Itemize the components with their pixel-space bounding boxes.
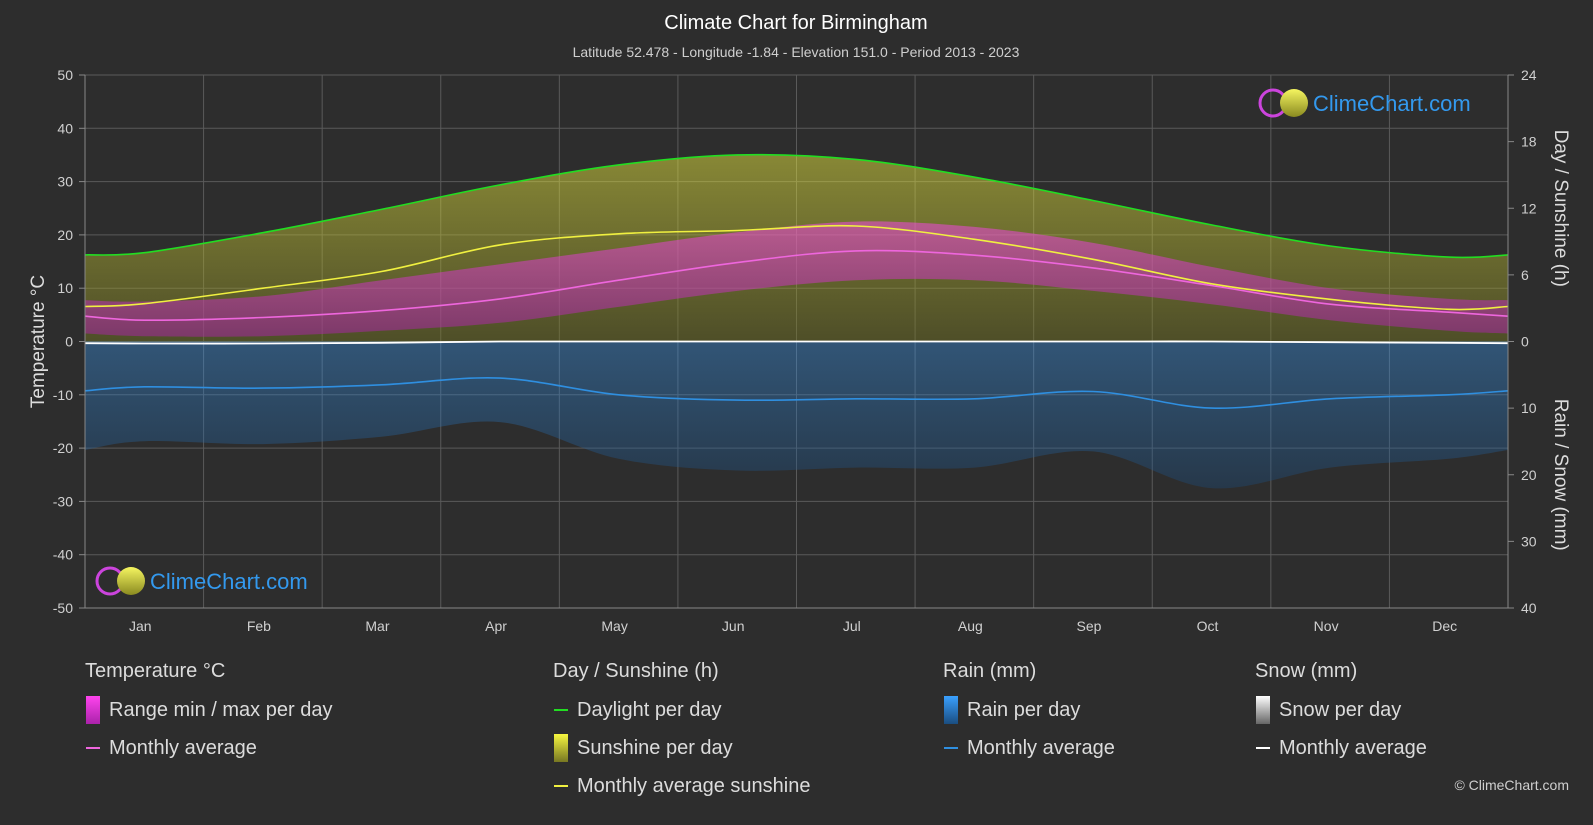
left-tick-label: 10: [57, 280, 73, 296]
copyright: © ClimeChart.com: [1454, 777, 1569, 793]
watermark-top: ClimeChart.com: [1258, 88, 1471, 118]
line-swatch-icon: [554, 709, 568, 711]
legend-title-sunshine: Day / Sunshine (h): [553, 660, 719, 682]
legend-temperature: Temperature °C Range min / max per day M…: [85, 660, 332, 774]
right-tick-label: 20: [1521, 467, 1537, 483]
legend-title-rain: Rain (mm): [943, 660, 1037, 682]
legend-title-snow: Snow (mm): [1255, 660, 1358, 682]
month-tick-label: Jul: [843, 618, 861, 634]
line-swatch-icon: [554, 785, 568, 787]
rain-swatch-icon: [944, 696, 958, 724]
legend-item-rain-avg: Monthly average: [943, 736, 1115, 760]
left-tick-label: -50: [53, 600, 73, 616]
month-tick-label: Mar: [365, 618, 389, 634]
legend-item-temp-range: Range min / max per day: [85, 696, 333, 724]
month-tick-label: Aug: [958, 618, 983, 634]
rain-avg-line: [84, 377, 1509, 410]
month-tick-label: Sep: [1076, 618, 1101, 634]
month-tick-label: Apr: [485, 618, 507, 634]
logo-sun-icon: [1280, 89, 1308, 117]
right-axis-title-top: Day / Sunshine (h): [1550, 130, 1571, 287]
right-tick-label: 30: [1521, 533, 1537, 549]
rain-area: [85, 341, 1508, 489]
legend-label: Monthly average: [1279, 736, 1427, 759]
legend: Temperature °C Range min / max per day M…: [0, 660, 1593, 820]
legend-label: Monthly average: [967, 736, 1115, 759]
watermark-text: ClimeChart.com: [1313, 91, 1471, 116]
left-tick-label: -30: [53, 493, 73, 509]
left-tick-label: -20: [53, 440, 73, 456]
climate-chart: Climate Chart for Birmingham Latitude 52…: [28, 12, 1571, 634]
month-tick-label: Jan: [129, 618, 152, 634]
sunshine-swatch-icon: [554, 734, 568, 762]
left-tick-label: -40: [53, 547, 73, 563]
axes: 50 40 30 20 10 0 -10 -20 -30 -40 -50 24 18 12 6 0 10 20 30…: [28, 67, 1571, 634]
legend-label: Snow per day: [1279, 698, 1402, 721]
right-tick-label: 0: [1521, 334, 1529, 350]
sunshine-avg-line: [84, 224, 1509, 311]
right-axis-title-bottom: Rain / Snow (mm): [1550, 399, 1571, 551]
month-tick-label: Feb: [247, 618, 271, 634]
legend-label: Sunshine per day: [577, 736, 733, 759]
right-tick-label: 40: [1521, 600, 1537, 616]
legend-label: Monthly average sunshine: [577, 774, 811, 797]
temperature-range-band: [85, 221, 1508, 337]
rain-per-day-area: [85, 341, 1508, 489]
legend-title-temperature: Temperature °C: [85, 660, 226, 682]
range-swatch-icon: [86, 696, 100, 724]
snow-swatch-icon: [1256, 696, 1270, 724]
left-tick-label: -10: [53, 387, 73, 403]
legend-label: Rain per day: [967, 698, 1081, 721]
right-tick-label: 18: [1521, 134, 1537, 150]
legend-item-snow: Snow per day: [1255, 696, 1427, 724]
legend-item-temp-avg: Monthly average: [85, 736, 332, 760]
right-tick-label: 6: [1521, 267, 1529, 283]
series-lines: [84, 153, 1509, 410]
snow-avg-line: [84, 340, 1509, 345]
chart-title: Climate Chart for Birmingham: [664, 12, 927, 34]
legend-label: Daylight per day: [577, 698, 722, 721]
line-swatch-icon: [944, 747, 958, 749]
month-tick-label: Nov: [1314, 618, 1339, 634]
watermark-bottom: ClimeChart.com: [95, 566, 308, 596]
line-swatch-icon: [1256, 747, 1270, 749]
month-tick-label: Jun: [722, 618, 745, 634]
left-tick-label: 40: [57, 120, 73, 136]
legend-item-daylight: Daylight per day: [553, 698, 810, 722]
month-tick-label: Dec: [1432, 618, 1457, 634]
legend-label: Monthly average: [109, 736, 257, 759]
legend-snow: Snow (mm) Snow per day Monthly average: [1255, 660, 1427, 774]
right-tick-label: 12: [1521, 200, 1537, 216]
left-axis-title: Temperature °C: [28, 275, 49, 408]
right-tick-label: 24: [1521, 67, 1537, 83]
legend-item-snow-avg: Monthly average: [1255, 736, 1427, 760]
legend-rain: Rain (mm) Rain per day Monthly average: [943, 660, 1115, 774]
legend-label: Range min / max per day: [109, 698, 333, 721]
legend-sunshine: Day / Sunshine (h) Daylight per day Suns…: [553, 660, 810, 812]
month-tick-label: May: [601, 618, 627, 634]
legend-item-rain: Rain per day: [943, 696, 1115, 724]
left-tick-label: 30: [57, 174, 73, 190]
chart-subtitle: Latitude 52.478 - Longitude -1.84 - Elev…: [573, 44, 1020, 60]
month-tick-label: Oct: [1197, 618, 1219, 634]
legend-item-sunshine: Sunshine per day: [553, 734, 810, 762]
temperature-range-area: [85, 221, 1508, 337]
temperature-avg-line: [84, 249, 1509, 322]
line-swatch-icon: [86, 747, 100, 749]
left-tick-label: 50: [57, 67, 73, 83]
logo-sun-icon: [117, 567, 145, 595]
left-tick-label: 0: [65, 334, 73, 350]
legend-item-sunshine-avg: Monthly average sunshine: [553, 774, 810, 798]
daylight-line: [84, 153, 1509, 259]
left-tick-label: 20: [57, 227, 73, 243]
watermark-text: ClimeChart.com: [150, 569, 308, 594]
right-tick-label: 10: [1521, 400, 1537, 416]
